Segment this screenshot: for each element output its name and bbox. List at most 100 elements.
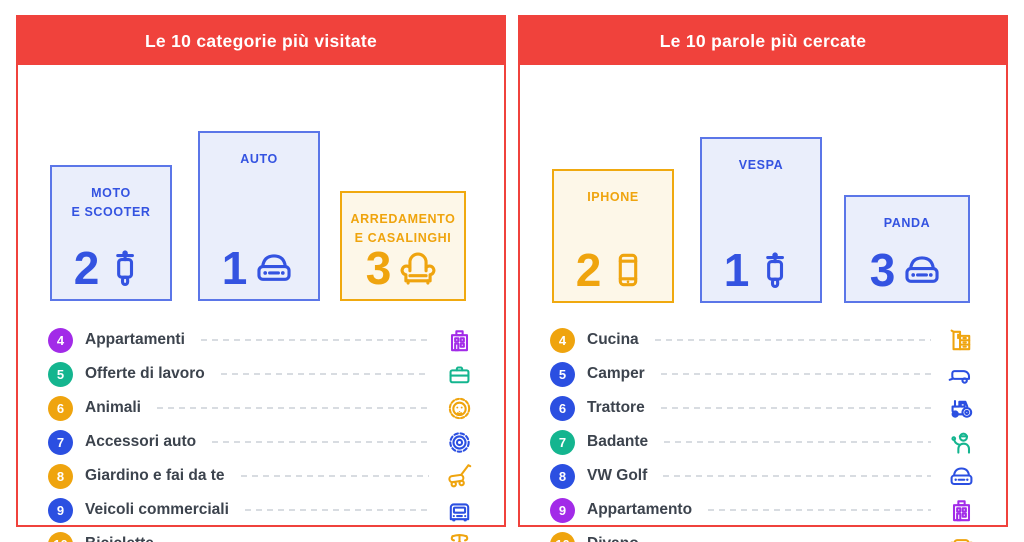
- list-item: 8 Giardino e fai da te: [48, 459, 474, 493]
- podium-label: PANDA: [883, 216, 931, 230]
- list-item: 6 Trattore: [550, 391, 976, 425]
- lawnmower-icon: [445, 462, 474, 491]
- rank-badge: 5: [48, 361, 73, 387]
- dashed-leader: [664, 441, 931, 443]
- smartphone-icon: [606, 248, 650, 292]
- dashed-leader: [240, 475, 429, 477]
- list-item-label: Animali: [85, 399, 141, 416]
- panel-title: Le 10 categorie più visitate: [144, 30, 378, 51]
- rank-badge: 10: [550, 531, 575, 542]
- list-item-label: Veicoli commerciali: [85, 501, 229, 518]
- list-item-label: Cucina: [587, 331, 639, 348]
- rank-badge: 6: [550, 395, 575, 421]
- car-front-icon: [947, 462, 976, 491]
- podium-box-rank3: ARREDAMENTO E CASALINGHI 3: [340, 191, 466, 301]
- rank-badge: 8: [550, 463, 575, 489]
- list-item-label: Giardino e fai da te: [85, 467, 225, 484]
- rank-badge: 6: [48, 395, 73, 421]
- list-item-label: Appartamenti: [85, 331, 185, 348]
- podium-keywords: IPHONE 2 VESPA 1: [520, 65, 1006, 307]
- rank-badge: 9: [48, 497, 73, 523]
- list-item-label: Appartamento: [587, 501, 693, 518]
- podium-label: ARREDAMENTO E CASALINGHI: [350, 212, 456, 245]
- list-item: 4 Cucina: [550, 323, 976, 357]
- rank-badge: 7: [550, 429, 575, 455]
- rank-badge: 10: [48, 531, 73, 542]
- list-item: 6 Animali: [48, 391, 474, 425]
- dashed-leader: [654, 339, 931, 341]
- list-item: 5 Camper: [550, 357, 976, 391]
- podium-categories: MOTO E SCOOTER 2 AUTO 1: [18, 65, 504, 307]
- dashed-leader: [660, 373, 931, 375]
- podium-label: IPHONE: [587, 190, 639, 204]
- dashed-leader: [244, 509, 429, 511]
- tractor-icon: [947, 394, 976, 423]
- rank-badge: 9: [550, 497, 575, 523]
- dashed-leader: [220, 373, 429, 375]
- list-item-label: Offerte di lavoro: [85, 365, 205, 382]
- dashed-leader: [156, 407, 429, 409]
- list-item-label: Badante: [587, 433, 649, 450]
- armchair-icon: [396, 246, 440, 290]
- dashed-leader: [708, 509, 931, 511]
- rank-badge: 7: [48, 429, 73, 455]
- panel-keywords: Le 10 parole più cercate IPHONE 2 VESPA: [518, 15, 1008, 542]
- dashed-leader: [663, 475, 931, 477]
- panel-categories: Le 10 categorie più visitate MOTO E SCOO…: [16, 15, 506, 542]
- list-item-label: Accessori auto: [85, 433, 197, 450]
- panel-keywords-header: Le 10 parole più cercate: [520, 17, 1006, 65]
- rank-badge: 4: [550, 327, 575, 353]
- rank-badge: 8: [48, 463, 73, 489]
- podium-rank-number: 2: [575, 244, 602, 296]
- list-item: 10 Divano: [550, 527, 976, 542]
- scooter-icon: [754, 248, 798, 292]
- podium-box-rank1: VESPA 1: [700, 137, 822, 303]
- lion-icon: [445, 394, 474, 423]
- rank-list-categories: 4 Appartamenti 5 Offerte di lavoro 6 Ani…: [18, 323, 504, 542]
- dashed-leader: [212, 441, 429, 443]
- list-item-label: Biciclette: [85, 535, 154, 542]
- podium-rank-number: 3: [869, 244, 896, 296]
- podium-rank-number: 1: [221, 242, 248, 294]
- podium-label: VESPA: [738, 158, 784, 172]
- panel-categories-header: Le 10 categorie più visitate: [18, 17, 504, 65]
- caregiver-icon: [947, 428, 976, 457]
- dashed-leader: [660, 407, 931, 409]
- list-item-label: VW Golf: [587, 467, 648, 484]
- podium-box-rank3: PANDA 3: [844, 195, 970, 303]
- list-item-label: Divano: [587, 535, 639, 542]
- scooter-icon: [104, 246, 148, 290]
- list-item: 7 Badante: [550, 425, 976, 459]
- rank-badge: 5: [550, 361, 575, 387]
- briefcase-icon: [445, 360, 474, 389]
- building-icon: [445, 326, 474, 355]
- list-item: 10 Biciclette: [48, 527, 474, 542]
- list-item-label: Camper: [587, 365, 645, 382]
- list-item: 8 VW Golf: [550, 459, 976, 493]
- podium-box-rank2: MOTO E SCOOTER 2: [50, 165, 172, 301]
- list-item: 5 Offerte di lavoro: [48, 357, 474, 391]
- car-front-icon: [900, 248, 944, 292]
- list-item: 4 Appartamenti: [48, 323, 474, 357]
- list-item-label: Trattore: [587, 399, 645, 416]
- podium-rank-number: 3: [365, 242, 392, 294]
- dashed-leader: [200, 339, 429, 341]
- bicycle-icon: [445, 530, 474, 542]
- building-icon: [947, 496, 976, 525]
- list-item: 9 Veicoli commerciali: [48, 493, 474, 527]
- podium-box-rank2: IPHONE 2: [552, 169, 674, 303]
- podium-box-rank1: AUTO 1: [198, 131, 320, 301]
- podium-label: MOTO E SCOOTER: [71, 186, 151, 219]
- rank-badge: 4: [48, 327, 73, 353]
- trailer-icon: [947, 360, 976, 389]
- rank-list-keywords: 4 Cucina 5 Camper 6 Trattore 7 Badante: [520, 323, 1006, 542]
- podium-label: AUTO: [240, 152, 278, 166]
- podium-rank-number: 2: [73, 242, 100, 294]
- truck-icon: [445, 496, 474, 525]
- kitchen-icon: [947, 326, 976, 355]
- car-front-icon: [252, 246, 296, 290]
- podium-rank-number: 1: [723, 244, 750, 296]
- list-item: 9 Appartamento: [550, 493, 976, 527]
- list-item: 7 Accessori auto: [48, 425, 474, 459]
